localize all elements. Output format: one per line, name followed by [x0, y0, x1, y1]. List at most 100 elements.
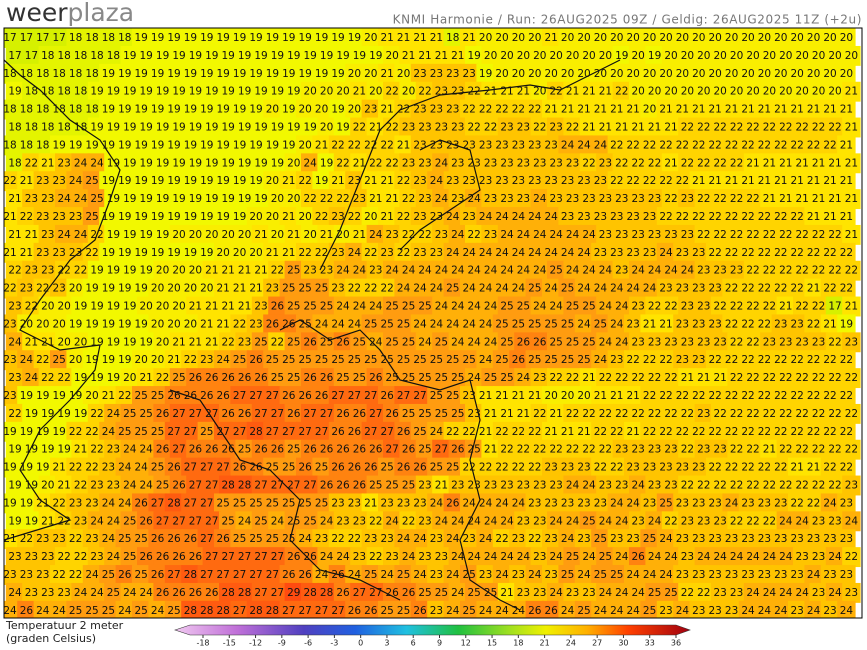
temperature-cell	[246, 28, 266, 48]
temperature-cell	[678, 189, 697, 210]
temperature-label: 23	[791, 569, 804, 581]
temperature-label: 21	[845, 122, 858, 134]
temperature-label: 21	[577, 426, 590, 438]
temperature-label: 20	[577, 32, 590, 44]
temperature-cell	[350, 332, 369, 353]
temperature-label: 25	[468, 587, 481, 599]
temperature-label: 21	[664, 157, 677, 169]
temperature-cell	[66, 99, 85, 120]
temperature-label: 22	[615, 86, 628, 98]
temperature-cell	[415, 117, 435, 138]
temperature-cell	[689, 171, 708, 192]
temperature-label: 21	[807, 175, 820, 187]
temperature-cell	[33, 350, 52, 371]
temperature-label: 20	[610, 32, 623, 44]
temperature-label: 19	[233, 211, 246, 223]
temperature-cell	[333, 189, 353, 210]
temperature-cell	[251, 81, 271, 102]
temperature-label: 24	[348, 247, 362, 259]
temperature-cell	[837, 242, 856, 263]
temperature-label: 22	[812, 122, 825, 134]
temperature-cell	[771, 63, 790, 84]
temperature-cell	[547, 81, 566, 102]
temperature-cell	[66, 135, 85, 156]
temperature-label: 21	[369, 122, 382, 134]
temperature-cell	[120, 224, 139, 245]
temperature-cell	[71, 45, 90, 66]
temperature-cell	[66, 171, 85, 192]
temperature-label: 24	[500, 551, 514, 563]
temperature-label: 19	[156, 122, 169, 134]
temperature-label: 24	[36, 605, 50, 617]
temperature-cell	[197, 63, 216, 84]
temperature-label: 26	[151, 569, 165, 581]
temperature-label: 25	[582, 515, 595, 527]
temperature-label: 25	[172, 372, 185, 384]
temperature-label: 23	[3, 569, 16, 581]
temperature-label: 24	[353, 265, 367, 277]
temperature-label: 23	[741, 497, 754, 509]
temperature-cell	[612, 296, 631, 317]
temperature-cell	[394, 63, 413, 84]
temperature-label: 22	[725, 462, 738, 474]
temperature-label: 22	[823, 283, 836, 295]
temperature-cell	[345, 278, 364, 299]
temperature-cell	[722, 135, 741, 156]
temperature-cell	[120, 296, 139, 317]
temperature-cell	[842, 45, 861, 66]
temperature-cell	[689, 207, 708, 227]
temperature-label: 20	[582, 50, 595, 62]
temperature-label: 23	[336, 515, 349, 527]
temperature-cell	[137, 153, 156, 174]
temperature-cell	[771, 171, 790, 192]
temperature-label: 19	[249, 139, 262, 151]
temperature-cell	[38, 153, 57, 174]
temperature-label: 24	[807, 605, 821, 617]
temperature-label: 20	[320, 86, 333, 98]
temperature-label: 20	[238, 229, 251, 241]
temperature-label: 22	[594, 462, 607, 474]
temperature-cell	[673, 171, 692, 192]
temperature-label: 25	[118, 533, 131, 545]
temperature-label: 26	[140, 551, 154, 563]
temperature-label: 25	[659, 497, 672, 509]
temperature-label: 22	[796, 372, 809, 384]
temperature-label: 24	[435, 515, 449, 527]
temperature-label: 27	[200, 497, 213, 509]
temperature-cell	[514, 153, 533, 174]
temperature-label: 25	[451, 408, 464, 420]
temperature-label: 23	[386, 229, 399, 241]
temperature-cell	[689, 63, 708, 84]
temperature-label: 23	[3, 354, 16, 366]
temperature-label: 23	[479, 139, 492, 151]
temperature-cell	[33, 207, 52, 227]
temperature-label: 18	[85, 104, 98, 116]
temperature-label: 19	[107, 301, 120, 313]
temperature-cell	[804, 135, 823, 156]
temperature-label: 27	[184, 462, 197, 474]
temperature-label: 23	[463, 175, 476, 187]
temperature-cell	[629, 296, 648, 317]
temperature-cell	[771, 242, 790, 263]
temperature-cell	[656, 99, 676, 120]
temperature-label: 23	[545, 497, 558, 509]
temperature-label: 23	[266, 283, 279, 295]
temperature-label: 23	[796, 336, 809, 348]
temperature-cell	[137, 45, 156, 66]
temperature-label: 20	[664, 86, 677, 98]
temperature-label: 24	[495, 283, 509, 295]
temperature-label: 29	[287, 587, 300, 599]
temperature-label: 20	[151, 283, 164, 295]
temperature-label: 27	[271, 551, 284, 563]
temperature-label: 23	[517, 480, 530, 492]
temperature-cell	[181, 171, 200, 192]
temperature-label: 20	[828, 86, 841, 98]
temperature-label: 27	[413, 390, 426, 402]
temperature-label: 17	[3, 32, 16, 44]
temperature-cell	[776, 260, 795, 281]
temperature-cell	[345, 350, 364, 371]
temperature-label: 22	[845, 444, 858, 456]
temperature-label: 24	[512, 211, 526, 223]
temperature-label: 21	[561, 426, 574, 438]
